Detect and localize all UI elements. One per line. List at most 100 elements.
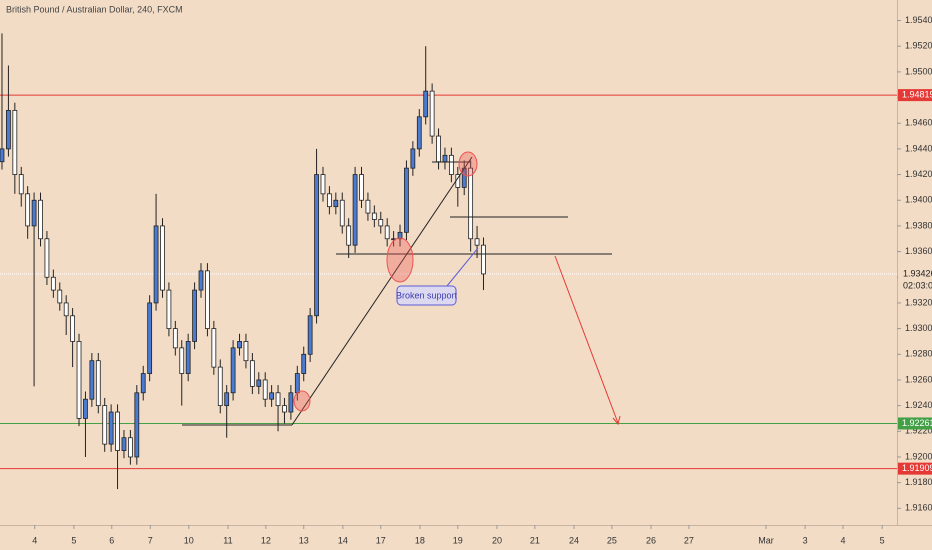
candle-body <box>172 328 178 349</box>
candle-body <box>423 90 429 118</box>
highlight <box>293 390 311 412</box>
candle-body <box>205 270 210 330</box>
candle-body <box>275 392 281 407</box>
candle-body <box>25 193 31 227</box>
candle-body <box>134 392 140 458</box>
y-tick-label: 1.92200 <box>905 426 932 436</box>
candle-body <box>301 353 307 374</box>
candle-body <box>224 392 230 407</box>
candle-body <box>416 116 422 150</box>
candle-body <box>404 167 409 233</box>
callout-pointer <box>446 247 479 287</box>
y-tick-label: 1.92400 <box>905 400 932 410</box>
y-tick-label: 1.92600 <box>905 374 932 384</box>
price-tag <box>898 89 932 102</box>
x-tick-label: 6 <box>109 535 114 545</box>
price-tag-label: 1.91909 <box>902 463 932 473</box>
x-tick-label: 19 <box>453 535 463 545</box>
x-tick-label: Mar <box>758 535 774 545</box>
last-price-label: 1.93426 <box>903 268 932 278</box>
candle-body <box>18 174 24 195</box>
y-tick-label: 1.95000 <box>905 66 932 76</box>
y-tick-label: 1.93800 <box>905 220 932 230</box>
x-tick-label: 12 <box>261 535 271 545</box>
x-tick-label: 27 <box>684 535 694 545</box>
candle-body <box>442 154 448 163</box>
candle-body <box>346 225 352 246</box>
x-tick-label: 10 <box>184 535 194 545</box>
candle-body <box>83 398 88 419</box>
y-tick-label: 1.91800 <box>905 477 932 487</box>
candle-body <box>38 199 43 240</box>
arrow-head <box>612 415 621 426</box>
y-tick-label: 1.92800 <box>905 349 932 359</box>
candle-body <box>95 360 101 407</box>
candle-body <box>384 225 390 240</box>
candle-body <box>70 315 75 342</box>
candle-body <box>243 341 249 362</box>
candle-body <box>327 193 332 208</box>
candle-body <box>115 411 120 451</box>
candle-body <box>410 148 416 169</box>
candle-body <box>179 347 185 374</box>
x-tick-label: 26 <box>646 535 656 545</box>
candle-body <box>378 219 384 227</box>
x-tick-label: 20 <box>492 535 502 545</box>
candle-body <box>282 405 287 413</box>
x-tick-label: 13 <box>299 535 309 545</box>
y-tick-label: 1.91600 <box>905 503 932 513</box>
candle-body <box>474 238 480 246</box>
candle-body <box>307 315 313 355</box>
candle-body <box>127 437 133 458</box>
candle-body <box>44 238 50 278</box>
y-tick-label: 1.94200 <box>905 169 932 179</box>
candle-body <box>333 199 339 208</box>
annotation: Broken support <box>396 290 458 300</box>
highlight <box>386 237 414 283</box>
candle-body <box>6 109 11 150</box>
candle-body <box>50 276 56 291</box>
candle-body <box>217 366 223 407</box>
candle-body <box>359 174 364 201</box>
candle-body <box>262 379 268 400</box>
candle-body <box>468 167 474 240</box>
x-tick-label: 5 <box>880 535 885 545</box>
candle-body <box>63 302 69 317</box>
candle-body <box>102 405 108 445</box>
x-tick-label: 4 <box>32 535 37 545</box>
candle-body <box>371 212 377 220</box>
candle-body <box>108 411 114 445</box>
last-price-tag <box>898 267 932 292</box>
candle-body <box>0 148 5 163</box>
candle-body <box>256 379 262 387</box>
callout-box <box>396 285 457 306</box>
candle-body <box>160 225 165 291</box>
candle-body <box>269 392 275 400</box>
countdown: 02:03:02 <box>903 280 932 290</box>
candle-body <box>230 347 236 394</box>
candle-body <box>140 373 146 394</box>
candle-body <box>31 199 37 227</box>
x-tick-label: 21 <box>530 535 540 545</box>
price-tag-label: 1.92261 <box>902 418 932 428</box>
candle-body <box>211 328 217 368</box>
x-tick-label: 11 <box>223 535 232 545</box>
y-tick-label: 1.94400 <box>905 143 932 153</box>
x-tick-label: 25 <box>607 535 617 545</box>
candle-body <box>314 174 319 317</box>
candle-body <box>153 225 159 304</box>
price-tag <box>898 417 932 430</box>
candle-body <box>288 392 294 413</box>
candle-body <box>397 231 403 240</box>
x-tick-label: 14 <box>338 535 348 545</box>
candle-body <box>320 174 326 195</box>
chart-title: British Pound / Australian Dollar, 240, … <box>6 4 183 14</box>
x-tick-label: 24 <box>569 535 579 545</box>
candle-body <box>192 289 197 342</box>
drawings <box>182 151 621 426</box>
candle-body <box>121 437 127 451</box>
candle-body <box>429 90 435 137</box>
